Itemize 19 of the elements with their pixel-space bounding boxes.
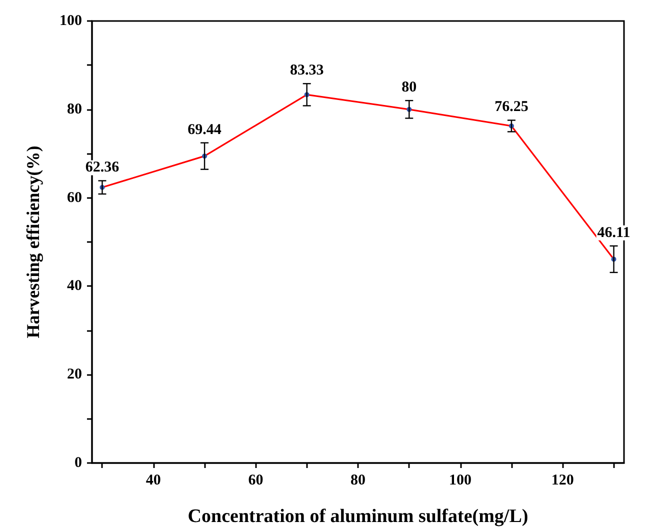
data-label: 76.25 [494,99,528,116]
y-tick-label: 100 [60,13,82,29]
y-tick-label: 60 [67,190,82,206]
y-axis-title: Harvesting efficiency(%) [23,146,43,338]
data-label: 69.44 [188,122,222,138]
data-label: 83.33 [290,62,324,79]
x-axis-title: Concentration of aluminum sulfate(mg/L) [188,506,528,527]
data-label: 80 [402,80,417,96]
data-label: 62.36 [85,160,120,176]
x-tick-label: 120 [551,472,574,488]
y-tick-label: 80 [67,101,82,118]
x-tick-label: 60 [248,472,264,488]
data-label: 46.11 [597,224,630,241]
x-tick-label: 40 [146,472,161,488]
y-tick-label: 40 [67,278,82,294]
x-tick-label: 80 [350,472,366,488]
x-tick-label: 100 [449,472,472,488]
y-tick-label: 0 [74,455,82,471]
y-tick-label: 20 [67,366,82,383]
